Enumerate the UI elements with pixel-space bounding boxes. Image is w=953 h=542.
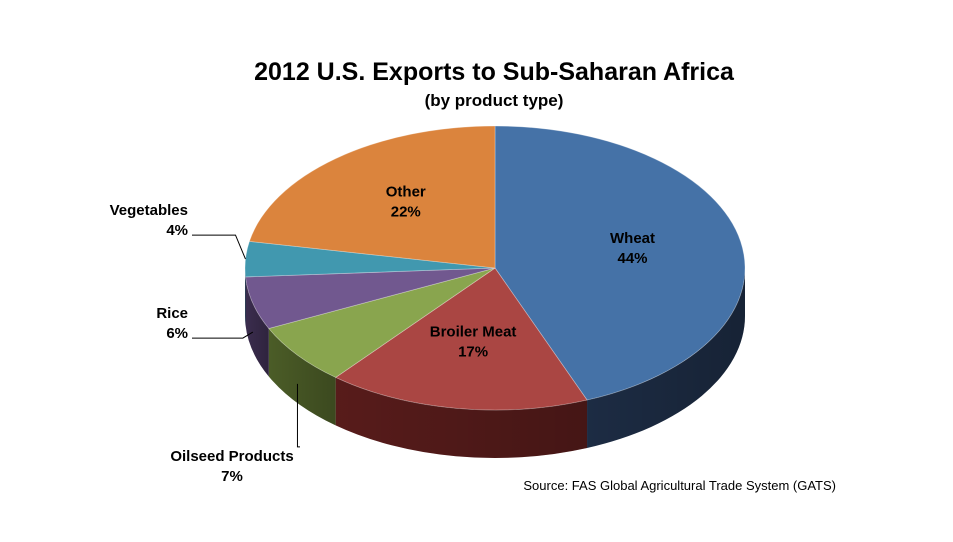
slice-name-vegetables: Vegetables: [110, 202, 188, 219]
chart-subtitle: (by product type): [425, 91, 564, 110]
slice-name-wheat: Wheat: [610, 230, 655, 247]
pie-side-shade-wheat: [587, 268, 745, 449]
slice-name-oilseed-products: Oilseed Products: [170, 448, 293, 465]
source-note: Source: FAS Global Agricultural Trade Sy…: [523, 478, 836, 493]
pie-slice-wheat: [494, 125, 746, 401]
pie-sides: [245, 268, 745, 458]
slice-name-broiler-meat: Broiler Meat: [430, 324, 517, 341]
pie-slice-oilseed-products: [268, 267, 496, 378]
leader-line-vegetables: [192, 234, 246, 260]
slice-percent-other: 22%: [391, 204, 421, 221]
leader-line-oilseed-products: [296, 383, 300, 448]
slice-percent-broiler-meat: 17%: [458, 344, 488, 361]
slice-percent-rice: 6%: [166, 325, 188, 342]
slice-labels: Wheat 44% Broiler Meat 17% Oilseed Products 7…: [110, 184, 655, 485]
slice-percent-vegetables: 4%: [166, 222, 188, 239]
slice-percent-oilseed-products: 7%: [221, 468, 243, 485]
slice-name-rice: Rice: [156, 305, 188, 322]
pie-slice-rice: [245, 267, 496, 329]
pie-slice-vegetables: [244, 240, 496, 278]
pie-side-shade-broiler-meat: [335, 377, 588, 458]
pie-slice-broiler-meat: [334, 267, 588, 411]
pie-side-shade-oilseed-products: [268, 328, 336, 426]
pie-tops: [244, 125, 746, 411]
leader-lines: [192, 234, 300, 448]
slice-name-other: Other: [386, 184, 426, 201]
pie-side-shade-rice: [245, 276, 269, 377]
pie-slice-other: [248, 125, 496, 269]
slice-percent-wheat: 44%: [618, 250, 648, 267]
leader-line-rice: [192, 331, 254, 339]
chart-title: 2012 U.S. Exports to Sub-Saharan Africa: [254, 58, 735, 86]
